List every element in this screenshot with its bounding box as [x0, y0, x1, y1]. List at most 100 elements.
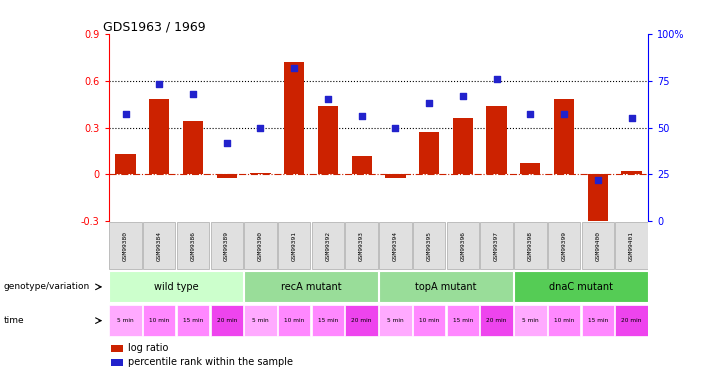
- Bar: [210, 305, 243, 336]
- Text: GSM99394: GSM99394: [393, 231, 398, 261]
- Bar: [447, 222, 479, 269]
- Bar: [244, 305, 277, 336]
- Text: GSM99398: GSM99398: [528, 231, 533, 261]
- Text: recA mutant: recA mutant: [281, 282, 341, 292]
- Text: 20 min: 20 min: [351, 318, 372, 323]
- Text: 20 min: 20 min: [486, 318, 507, 323]
- Text: 10 min: 10 min: [419, 318, 440, 323]
- Bar: [622, 171, 641, 174]
- Bar: [352, 156, 372, 174]
- Bar: [143, 222, 175, 269]
- Bar: [109, 272, 243, 302]
- Bar: [278, 305, 311, 336]
- Bar: [379, 305, 411, 336]
- Bar: [480, 305, 513, 336]
- Bar: [615, 222, 648, 269]
- Text: GSM99401: GSM99401: [629, 231, 634, 261]
- Bar: [250, 173, 271, 174]
- Bar: [587, 174, 608, 229]
- Bar: [278, 222, 311, 269]
- Text: GDS1963 / 1969: GDS1963 / 1969: [103, 21, 206, 34]
- Text: GSM99393: GSM99393: [359, 231, 365, 261]
- Bar: [419, 132, 440, 174]
- Text: GSM99396: GSM99396: [461, 231, 465, 261]
- Text: GSM99384: GSM99384: [157, 231, 162, 261]
- Text: GSM99400: GSM99400: [595, 231, 600, 261]
- Bar: [244, 272, 378, 302]
- Point: [525, 111, 536, 117]
- Text: wild type: wild type: [154, 282, 198, 292]
- Text: 15 min: 15 min: [587, 318, 608, 323]
- Text: GSM99391: GSM99391: [292, 231, 297, 261]
- Bar: [177, 305, 209, 336]
- Bar: [480, 222, 513, 269]
- Bar: [520, 164, 540, 174]
- Text: GSM99392: GSM99392: [325, 231, 330, 261]
- Bar: [413, 222, 445, 269]
- Text: GSM99389: GSM99389: [224, 231, 229, 261]
- Bar: [346, 305, 378, 336]
- Bar: [143, 305, 175, 336]
- Text: 20 min: 20 min: [217, 318, 237, 323]
- Bar: [379, 272, 513, 302]
- Bar: [486, 106, 507, 174]
- Text: log ratio: log ratio: [128, 343, 168, 353]
- Bar: [210, 222, 243, 269]
- Bar: [312, 222, 344, 269]
- Bar: [116, 154, 135, 174]
- Bar: [346, 222, 378, 269]
- Point: [255, 124, 266, 130]
- Bar: [111, 359, 123, 366]
- Text: time: time: [4, 316, 24, 325]
- Bar: [447, 305, 479, 336]
- Bar: [284, 62, 304, 174]
- Bar: [111, 345, 123, 352]
- Bar: [615, 305, 648, 336]
- Text: 20 min: 20 min: [621, 318, 641, 323]
- Point: [559, 111, 570, 117]
- Text: 15 min: 15 min: [183, 318, 203, 323]
- Point: [457, 93, 468, 99]
- Point: [356, 113, 367, 119]
- Text: 10 min: 10 min: [284, 318, 304, 323]
- Text: GSM99397: GSM99397: [494, 231, 499, 261]
- Text: 5 min: 5 min: [252, 318, 268, 323]
- Text: 15 min: 15 min: [453, 318, 473, 323]
- Text: 5 min: 5 min: [117, 318, 134, 323]
- Bar: [109, 305, 142, 336]
- Text: 10 min: 10 min: [149, 318, 170, 323]
- Point: [322, 96, 334, 102]
- Text: GSM99399: GSM99399: [562, 231, 566, 261]
- Text: genotype/variation: genotype/variation: [4, 282, 90, 291]
- Bar: [244, 222, 277, 269]
- Bar: [548, 222, 580, 269]
- Text: GSM99380: GSM99380: [123, 231, 128, 261]
- Bar: [149, 99, 170, 174]
- Bar: [312, 305, 344, 336]
- Bar: [386, 174, 406, 177]
- Point: [154, 81, 165, 87]
- Text: topA mutant: topA mutant: [415, 282, 477, 292]
- Bar: [514, 305, 547, 336]
- Point: [491, 76, 502, 82]
- Text: GSM99386: GSM99386: [191, 231, 196, 261]
- Point: [187, 91, 198, 97]
- Bar: [514, 272, 648, 302]
- Bar: [318, 106, 338, 174]
- Point: [423, 100, 435, 106]
- Point: [390, 124, 401, 130]
- Point: [592, 177, 604, 183]
- Text: GSM99395: GSM99395: [427, 231, 432, 261]
- Point: [120, 111, 131, 117]
- Text: 5 min: 5 min: [387, 318, 404, 323]
- Text: GSM99390: GSM99390: [258, 231, 263, 261]
- Point: [289, 64, 300, 70]
- Text: 10 min: 10 min: [554, 318, 574, 323]
- Bar: [548, 305, 580, 336]
- Text: 15 min: 15 min: [318, 318, 338, 323]
- Bar: [183, 121, 203, 174]
- Bar: [582, 222, 614, 269]
- Bar: [554, 99, 574, 174]
- Bar: [177, 222, 209, 269]
- Bar: [582, 305, 614, 336]
